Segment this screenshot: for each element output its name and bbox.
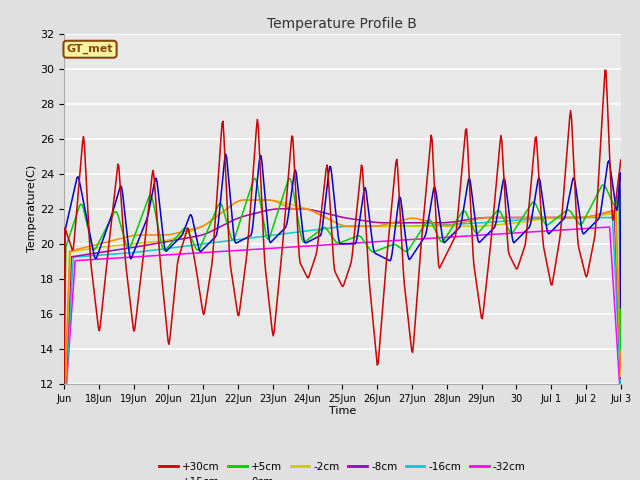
-8cm — [60, 423, 68, 429]
Line: +30cm: +30cm — [64, 70, 621, 410]
+30cm — [312, 252, 320, 258]
0cm — [159, 232, 166, 238]
-8cm — [433, 220, 440, 226]
X-axis label: Time: Time — [329, 407, 356, 417]
-16cm — [204, 240, 211, 246]
-16cm — [312, 227, 320, 233]
Line: -2cm: -2cm — [64, 200, 621, 423]
0cm — [617, 367, 625, 372]
-2cm — [241, 197, 249, 203]
-32cm — [312, 242, 320, 248]
+15cm — [389, 243, 397, 249]
-8cm — [480, 215, 488, 221]
-16cm — [557, 215, 565, 220]
+30cm — [388, 199, 396, 204]
0cm — [480, 215, 488, 221]
+15cm — [313, 235, 321, 240]
-2cm — [313, 210, 321, 216]
-32cm — [204, 250, 211, 255]
+15cm — [433, 195, 440, 201]
+30cm — [617, 157, 625, 163]
-32cm — [60, 418, 68, 424]
Line: +5cm: +5cm — [64, 179, 621, 387]
+5cm — [60, 384, 68, 390]
Line: -16cm: -16cm — [64, 217, 621, 426]
+5cm — [251, 176, 259, 181]
+30cm — [479, 309, 487, 315]
Line: -32cm: -32cm — [64, 227, 621, 421]
-32cm — [388, 238, 396, 243]
0cm — [241, 197, 248, 203]
-16cm — [617, 384, 625, 390]
-32cm — [606, 224, 614, 230]
-2cm — [159, 238, 166, 244]
0cm — [433, 221, 440, 227]
+5cm — [480, 223, 488, 229]
-16cm — [159, 246, 166, 252]
+5cm — [313, 230, 321, 236]
0cm — [204, 221, 211, 227]
-2cm — [617, 373, 625, 379]
+15cm — [159, 228, 166, 234]
+30cm — [601, 67, 609, 73]
+30cm — [204, 292, 211, 298]
+15cm — [222, 151, 230, 157]
+5cm — [617, 347, 625, 353]
+5cm — [433, 230, 440, 236]
+30cm — [432, 212, 440, 218]
+5cm — [159, 245, 166, 251]
-8cm — [313, 208, 321, 214]
-2cm — [480, 223, 488, 229]
-2cm — [60, 420, 68, 426]
Line: 0cm: 0cm — [64, 200, 621, 423]
-8cm — [159, 240, 166, 245]
-2cm — [204, 221, 211, 227]
0cm — [313, 210, 321, 216]
+15cm — [480, 235, 488, 240]
Line: -8cm: -8cm — [64, 209, 621, 426]
-32cm — [617, 400, 625, 406]
+15cm — [204, 242, 211, 248]
-16cm — [388, 223, 396, 229]
-2cm — [433, 223, 440, 229]
-16cm — [60, 423, 68, 429]
-8cm — [389, 220, 397, 226]
-32cm — [479, 232, 487, 238]
-2cm — [389, 223, 397, 229]
Y-axis label: Temperature(C): Temperature(C) — [28, 165, 37, 252]
0cm — [60, 420, 68, 426]
-32cm — [432, 235, 440, 241]
Line: +15cm: +15cm — [64, 154, 621, 353]
-16cm — [479, 220, 487, 226]
-32cm — [159, 252, 166, 258]
+5cm — [389, 241, 397, 247]
Text: GT_met: GT_met — [67, 44, 113, 54]
+15cm — [617, 305, 625, 311]
+30cm — [159, 282, 166, 288]
Legend: +30cm, +15cm, +5cm, 0cm, -2cm, -8cm, -16cm, -32cm: +30cm, +15cm, +5cm, 0cm, -2cm, -8cm, -16… — [155, 457, 530, 480]
-8cm — [204, 230, 211, 236]
-16cm — [432, 222, 440, 228]
+15cm — [60, 350, 68, 356]
+5cm — [204, 228, 211, 234]
+30cm — [60, 408, 68, 413]
0cm — [389, 219, 397, 225]
Title: Temperature Profile B: Temperature Profile B — [268, 17, 417, 31]
-8cm — [276, 206, 284, 212]
-8cm — [617, 375, 625, 381]
